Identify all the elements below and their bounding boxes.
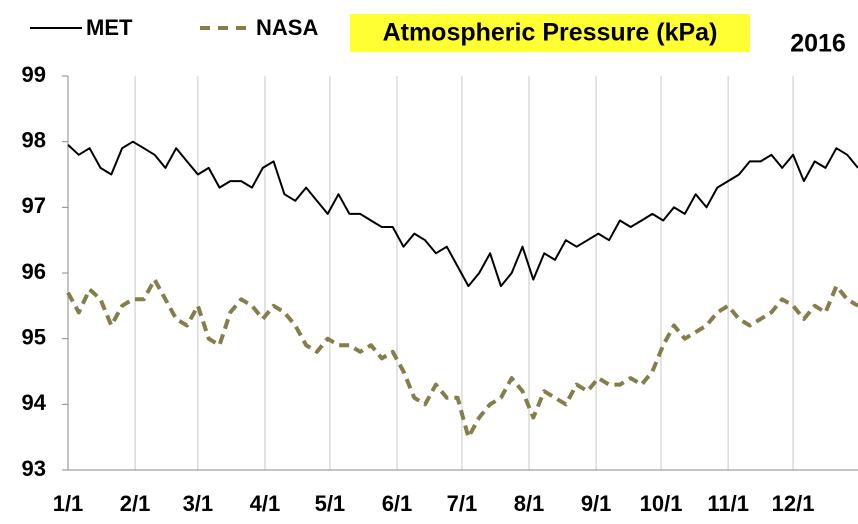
series-line xyxy=(66,277,858,440)
x-tick-label: 11/1 xyxy=(707,491,749,516)
y-tick-label: 99 xyxy=(22,62,46,87)
chart-title: Atmospheric Pressure (kPa) xyxy=(383,19,718,47)
x-tick-label: 12/1 xyxy=(772,491,815,516)
y-tick-label: 97 xyxy=(22,193,46,218)
x-tick-label: 1/1 xyxy=(53,491,84,516)
y-tick-label: 96 xyxy=(22,259,46,284)
title-box xyxy=(350,14,750,52)
x-tick-label: 4/1 xyxy=(250,491,281,516)
y-tick-label: 93 xyxy=(22,456,46,481)
x-tick-label: 7/1 xyxy=(447,491,478,516)
x-tick-label: 6/1 xyxy=(382,491,413,516)
series-line xyxy=(67,140,858,288)
y-tick-label: 94 xyxy=(22,390,47,415)
x-tick-label: 2/1 xyxy=(120,491,151,516)
x-tick-label: 8/1 xyxy=(514,491,545,516)
x-tick-label: 3/1 xyxy=(183,491,214,516)
legend-label: NASA xyxy=(256,15,318,40)
annotation: 2016 xyxy=(790,30,846,58)
x-tick-label: 5/1 xyxy=(315,491,346,516)
y-tick-label: 95 xyxy=(22,324,46,349)
x-tick-label: 9/1 xyxy=(581,491,612,516)
legend: MET NASA xyxy=(30,15,318,40)
legend-label: MET xyxy=(86,15,133,40)
y-tick-label: 98 xyxy=(22,127,46,152)
x-tick-label: 10/1 xyxy=(640,491,683,516)
plot xyxy=(62,75,858,471)
